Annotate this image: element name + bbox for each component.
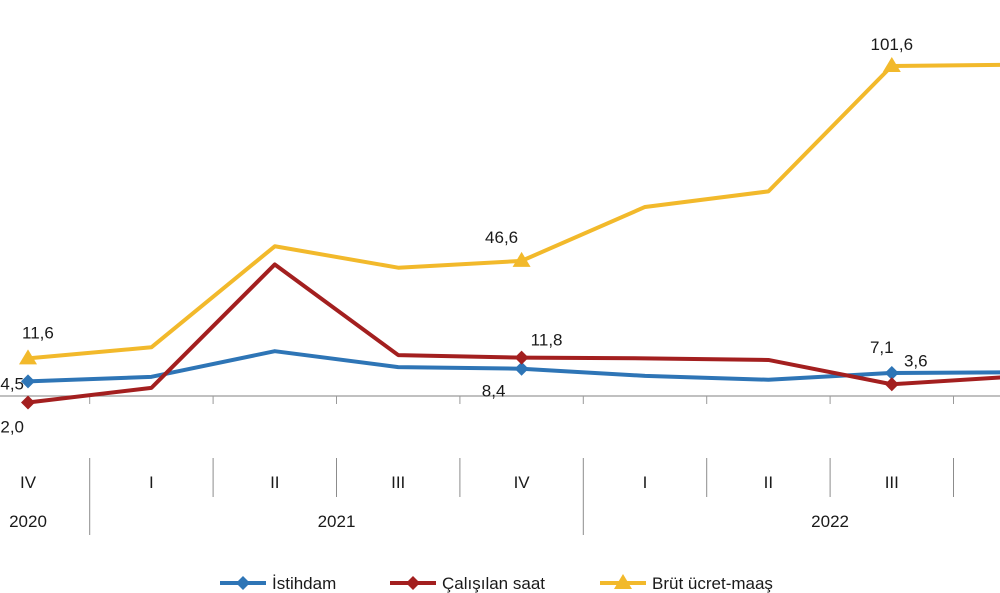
x-tick-label: III [885,473,899,492]
year-label: 2020 [9,512,47,531]
year-label: 2022 [811,512,849,531]
data-point-marker [884,377,899,392]
x-tick-labels: IVIIIIIIIVIIIIIIIV [20,458,954,535]
data-label: -2,0 [0,417,24,436]
data-point-marker [21,395,35,410]
x-tick-label: II [764,473,773,492]
data-point-marker [236,576,250,590]
legend-item: Brüt ücret-maaş [600,574,773,593]
legend-item: İstihdam [220,574,336,593]
x-tick-label: IV [20,473,37,492]
legend-label: İstihdam [272,574,336,593]
data-point-marker [19,349,37,365]
data-label: 3,6 [904,351,928,370]
data-point-marker [884,365,899,380]
x-tick-label: IV [514,473,531,492]
data-point-marker [512,251,531,267]
x-tick-label: II [270,473,279,492]
year-label: 2021 [318,512,356,531]
data-label: 11,6 [22,323,54,342]
legend-label: Çalışılan saat [442,574,545,593]
legend: İstihdam Çalışılan saat Brüt ücret-maaş [220,574,773,593]
data-point-marker [406,576,420,590]
x-tick-label: III [391,473,405,492]
data-point-marker [614,574,632,589]
data-label: 4,5 [0,374,24,393]
series-hours-worked [21,262,1000,410]
data-point-marker [21,374,35,389]
series-gross-wages [19,57,1000,365]
series-lines [19,57,1000,410]
data-label: 101,6 [871,35,914,54]
data-point-marker [882,57,901,72]
data-label: 11,8 [531,331,563,350]
x-tick-label: I [643,473,648,492]
data-label: 46,6 [485,228,518,247]
legend-label: Brüt ücret-maaş [652,574,773,593]
x-axis [0,395,1000,404]
data-point-marker [514,361,529,376]
series-line [27,62,1000,361]
data-point-marker [514,350,529,365]
x-tick-label: I [149,473,154,492]
data-label: 7,1 [870,338,894,357]
data-label: 8,4 [482,382,506,401]
series-line [27,262,1000,405]
data-labels: 4,5 8,4 7,1 -2,0 11,8 3,6 11,6 46,6 101,6 [0,35,928,436]
legend-item: Çalışılan saat [390,574,545,593]
year-labels: 2020 2021 2022 [9,512,849,531]
